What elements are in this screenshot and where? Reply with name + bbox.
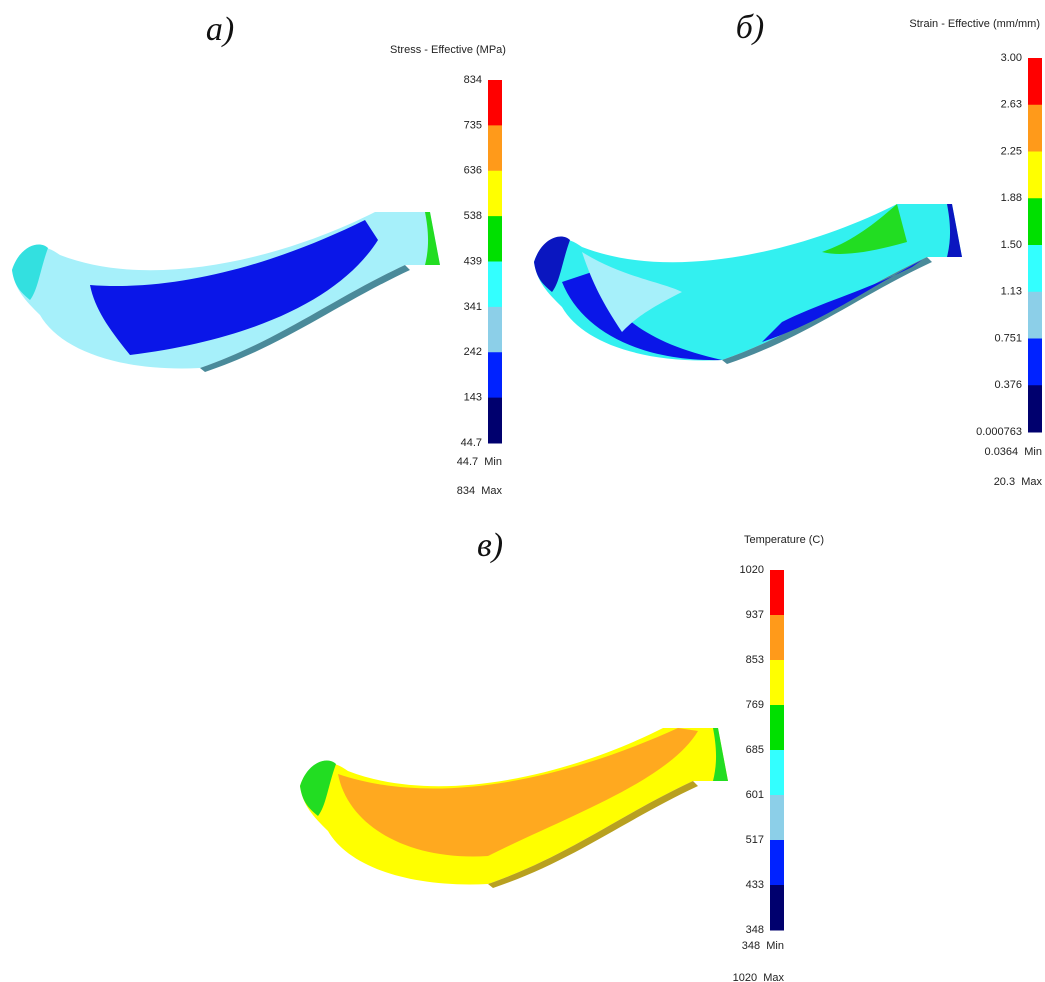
colorbar-band — [488, 216, 502, 262]
colorbar-tick: 538 — [464, 210, 482, 222]
colorbar-band — [1028, 292, 1042, 339]
colorbar-band — [770, 570, 784, 616]
colorbar-band — [770, 615, 784, 661]
colorbar-tick: 601 — [746, 789, 764, 801]
colorbar-tick: 1.88 — [1001, 192, 1022, 204]
colorbar-band — [1028, 105, 1042, 152]
colorbar-tick: 769 — [746, 699, 764, 711]
colorbar-band — [770, 660, 784, 706]
colorbar-tick: 348 — [746, 924, 764, 936]
colorbar-tick: 1.50 — [1001, 239, 1022, 251]
colorbar-tick: 853 — [746, 654, 764, 666]
min-label: 44.7 Min — [457, 456, 502, 468]
panel-label: в) — [477, 527, 503, 564]
colorbar-band — [1028, 245, 1042, 292]
colorbar-tick: 2.63 — [1001, 99, 1022, 111]
max-label: 20.3 Max — [994, 476, 1043, 488]
colorbar-tick: 3.00 — [1001, 52, 1022, 64]
colorbar-band — [488, 398, 502, 444]
figure: а) Stress - Effective (MPa) 834 735 636 538 43… — [0, 0, 1045, 982]
colorbar-tick: 1.13 — [1001, 286, 1022, 298]
panel-label: б) — [736, 9, 764, 46]
colorbar-band — [770, 795, 784, 841]
legend-title: Stress - Effective (MPa) — [390, 44, 506, 56]
panel-label: а) — [206, 11, 234, 48]
colorbar-tick: 937 — [746, 609, 764, 621]
colorbar-band — [1028, 339, 1042, 386]
colorbar-tick: 143 — [464, 392, 482, 404]
colorbar-band — [488, 262, 502, 308]
colorbar-band — [488, 171, 502, 217]
colorbar-band — [488, 307, 502, 353]
colorbar-tick: 0.751 — [994, 332, 1022, 344]
colorbar-tick: 242 — [464, 346, 482, 358]
colorbar-tick: 1020 — [740, 564, 764, 576]
colorbar-band — [488, 125, 502, 171]
legend-title: Strain - Effective (mm/mm) — [909, 18, 1040, 30]
colorbar-tick: 439 — [464, 255, 482, 267]
colorbar-tick: 341 — [464, 301, 482, 313]
max-label: 834 Max — [457, 485, 503, 497]
colorbar-tick: 685 — [746, 744, 764, 756]
colorbar-band — [770, 840, 784, 886]
colorbar-band — [1028, 58, 1042, 105]
part-stress — [12, 212, 440, 372]
colorbar-tick: 433 — [746, 879, 764, 891]
colorbar-tick: 636 — [464, 165, 482, 177]
colorbar-band — [1028, 152, 1042, 199]
legend-title: Temperature (C) — [744, 534, 824, 546]
colorbar-band — [1028, 385, 1042, 432]
colorbar-band — [770, 885, 784, 931]
colorbar-band — [770, 750, 784, 796]
part-strain — [534, 204, 962, 364]
colorbar-tick: 44.7 — [461, 437, 482, 449]
max-label: 1020 Max — [733, 972, 785, 982]
min-label: 0.0364 Min — [985, 446, 1042, 458]
colorbar-band — [1028, 198, 1042, 245]
part-temperature — [300, 728, 728, 888]
colorbar-band — [770, 705, 784, 751]
colorbar-band — [488, 352, 502, 398]
min-label: 348 Min — [742, 940, 784, 952]
colorbar-tick: 517 — [746, 834, 764, 846]
colorbar-tick: 834 — [464, 74, 482, 86]
colorbar-tick: 2.25 — [1001, 145, 1022, 157]
colorbar-band — [488, 80, 502, 126]
colorbar-tick: 0.376 — [994, 379, 1022, 391]
colorbar-tick: 735 — [464, 119, 482, 131]
colorbar-tick: 0.000763 — [976, 426, 1022, 438]
